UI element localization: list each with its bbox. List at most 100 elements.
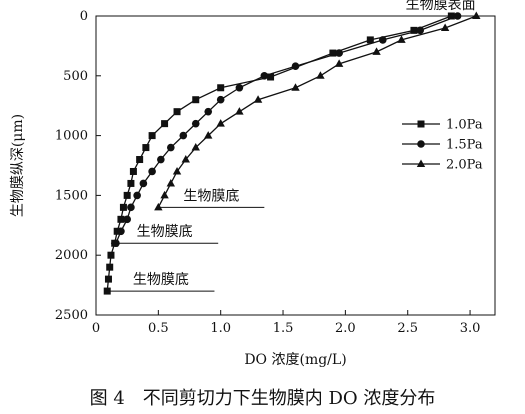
data-point-triangle: [253, 95, 263, 103]
plot-border: [95, 15, 496, 316]
data-point-square: [107, 251, 115, 259]
legend: 1.0Pa 1.5Pa 2.0Pa: [402, 118, 483, 173]
y-tick-label: 0: [80, 9, 88, 24]
x-tick-label: 2.5: [397, 321, 418, 336]
data-point-circle: [416, 26, 424, 35]
legend-item: 1.0Pa: [402, 118, 483, 133]
data-point-square: [129, 167, 137, 175]
data-point-square: [447, 12, 455, 20]
data-point-square: [127, 179, 135, 187]
x-axis-label: DO 浓度(mg/L): [244, 352, 346, 368]
data-point-triangle: [440, 23, 450, 31]
legend-item: 1.5Pa: [402, 138, 483, 153]
data-point-square: [106, 263, 114, 271]
data-point-circle: [417, 140, 425, 148]
data-point-triangle: [334, 59, 344, 67]
y-axis-label: 生物膜纵深(μm): [10, 114, 26, 217]
plot-frame: [95, 15, 496, 316]
data-point-triangle: [397, 35, 406, 43]
data-point-circle: [260, 72, 269, 80]
data-point-square: [417, 120, 425, 128]
data-point-triangle: [235, 107, 244, 115]
y-axis-ticks: 0 500 1000 1500 2000 2500: [55, 9, 101, 323]
data-point-triangle: [181, 155, 190, 163]
data-point-circle: [112, 239, 120, 248]
data-point-square: [192, 96, 200, 104]
data-point-triangle: [372, 47, 381, 55]
data-point-square: [329, 49, 337, 57]
data-point-circle: [139, 179, 148, 188]
data-point-circle: [335, 49, 343, 57]
data-point-triangle: [204, 131, 213, 139]
data-point-triangle: [416, 159, 426, 167]
x-tick-label: 0.5: [148, 321, 169, 336]
data-point-circle: [167, 143, 175, 152]
figure-caption: 图 4 不同剪切力下生物膜内 DO 浓度分布: [89, 388, 436, 409]
data-point-circle: [127, 203, 135, 212]
data-point-circle: [453, 12, 462, 20]
annotation-label: 生物膜底: [133, 272, 189, 288]
series-group: [103, 11, 481, 295]
data-point-circle: [148, 167, 156, 176]
series-line: [106, 15, 452, 292]
data-point-square: [119, 203, 127, 211]
data-point-square: [123, 191, 131, 199]
data-point-square: [267, 73, 275, 81]
data-point-circle: [191, 119, 200, 128]
data-point-triangle: [472, 11, 481, 19]
data-point-square: [148, 132, 156, 140]
data-point-triangle: [154, 202, 163, 211]
data-point-square: [142, 144, 150, 152]
data-point-triangle: [191, 143, 200, 151]
data-point-square: [136, 156, 144, 164]
data-point-circle: [179, 131, 188, 140]
series-circle: [112, 12, 462, 248]
data-point-triangle: [291, 83, 300, 91]
data-point-circle: [133, 191, 141, 200]
data-point-square: [173, 108, 181, 116]
annotation-label: 生物膜底: [183, 188, 239, 204]
data-point-circle: [123, 215, 131, 224]
data-point-circle: [235, 83, 244, 92]
legend-label: 1.5Pa: [446, 138, 483, 153]
data-point-square: [104, 275, 112, 283]
data-point-triangle: [160, 190, 169, 199]
x-tick-label: 3.0: [460, 321, 481, 336]
data-point-square: [117, 215, 125, 223]
x-tick-label: 1.0: [210, 321, 231, 336]
data-point-circle: [378, 36, 387, 44]
y-tick-label: 2500: [55, 308, 88, 323]
y-tick-label: 1500: [55, 188, 88, 203]
data-point-circle: [216, 95, 225, 104]
data-point-triangle: [216, 119, 225, 127]
x-tick-label: 1.5: [273, 321, 294, 336]
legend-item: 2.0Pa: [402, 158, 483, 173]
data-point-square: [103, 287, 111, 295]
annotation-label: 生物膜底: [137, 224, 193, 240]
data-point-circle: [117, 227, 125, 236]
annotation-label: 生物膜表面: [406, 0, 476, 13]
series-line: [115, 15, 458, 244]
data-point-square: [217, 84, 225, 92]
x-tick-label: 2.0: [335, 321, 356, 336]
x-tick-label: 0: [92, 321, 100, 336]
y-tick-label: 2000: [55, 248, 88, 263]
data-point-triangle: [166, 178, 176, 187]
data-point-circle: [291, 62, 300, 71]
data-point-square: [410, 26, 418, 34]
data-point-square: [161, 120, 169, 128]
data-point-triangle: [172, 166, 182, 175]
data-point-triangle: [316, 71, 325, 79]
legend-label: 1.0Pa: [446, 118, 483, 133]
y-tick-label: 1000: [55, 129, 88, 144]
series-square: [103, 12, 455, 295]
data-point-circle: [204, 107, 213, 116]
data-point-square: [366, 36, 374, 44]
x-axis-ticks: 0 0.5 1.0 1.5 2.0 2.5 3.0: [92, 310, 481, 336]
data-point-circle: [157, 155, 165, 164]
legend-label: 2.0Pa: [446, 158, 483, 173]
series-triangle: [154, 11, 481, 211]
y-tick-label: 500: [63, 69, 88, 84]
